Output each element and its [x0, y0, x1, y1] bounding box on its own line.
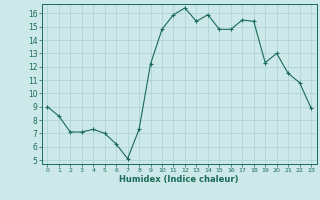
X-axis label: Humidex (Indice chaleur): Humidex (Indice chaleur)	[119, 175, 239, 184]
